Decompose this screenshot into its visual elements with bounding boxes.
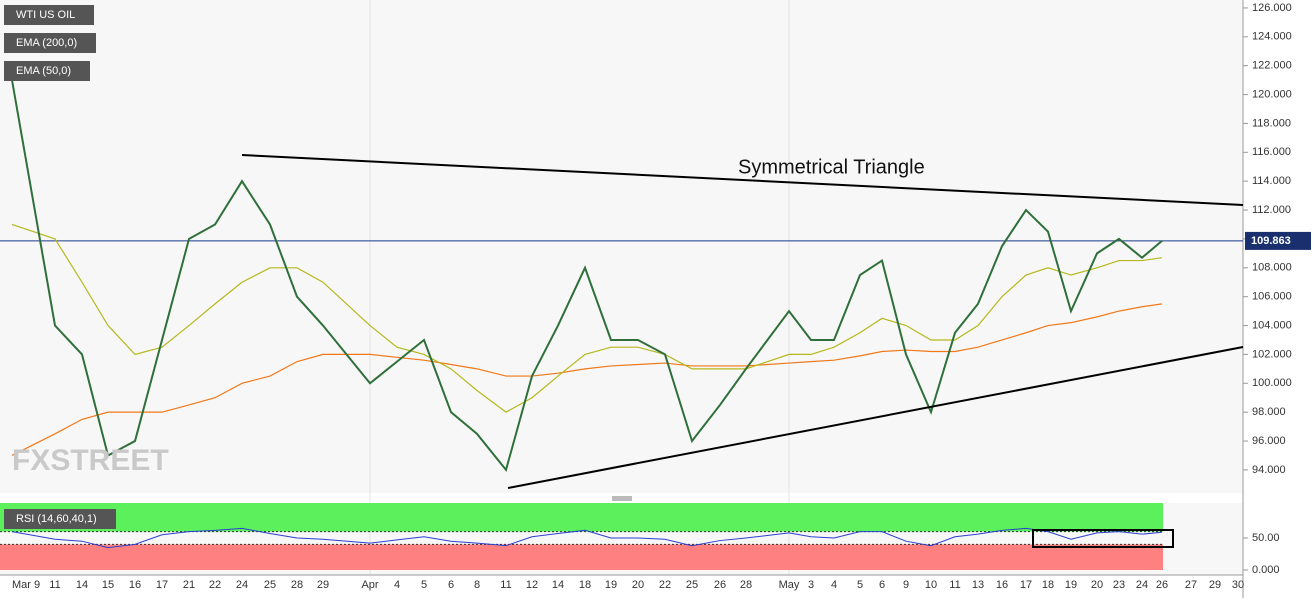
- x-tick-label: 4: [394, 579, 400, 591]
- series-line: [11, 79, 1163, 473]
- annotation: Symmetrical Triangle: [738, 156, 925, 178]
- x-tick-label: 11: [949, 579, 960, 591]
- y-tick-label: 106.000: [1252, 291, 1292, 303]
- x-tick-label: 11: [49, 579, 60, 591]
- rsi-lower-zone: [0, 544, 1163, 570]
- legend-label[interactable]: WTI US OIL: [16, 9, 75, 21]
- x-tick-label: 28: [291, 579, 303, 591]
- x-tick-label: 30: [1232, 579, 1244, 591]
- x-tick-label: 27: [1185, 579, 1197, 591]
- price-tag-label: 109.863: [1251, 235, 1291, 247]
- x-tick-label: Apr: [361, 579, 378, 591]
- x-tick-label: May: [779, 579, 800, 591]
- x-tick-label: 29: [317, 579, 329, 591]
- x-tick-label: 13: [972, 579, 984, 591]
- pane-handle[interactable]: [612, 496, 632, 501]
- x-tick-label: 11: [500, 579, 511, 591]
- triangle-lower: [507, 346, 1244, 489]
- price-tag: [1245, 231, 1311, 250]
- y-tick-label: 124.000: [1252, 31, 1292, 43]
- legend-box[interactable]: [4, 33, 96, 53]
- x-tick-label: 26: [714, 579, 726, 591]
- x-tick-label: 6: [879, 579, 885, 591]
- x-tick-label: 28: [740, 579, 752, 591]
- series-line: [11, 303, 1163, 457]
- y-tick-label: 108.000: [1252, 262, 1292, 274]
- y-tick-label: 98.000: [1252, 406, 1286, 418]
- rsi-tick-label: 0.000: [1252, 564, 1280, 576]
- y-tick-label: 122.000: [1252, 60, 1292, 72]
- legend-label[interactable]: EMA (200,0): [16, 37, 77, 49]
- x-tick-label: 10: [925, 579, 937, 591]
- y-tick-label: 112.000: [1252, 204, 1291, 216]
- watermark: FXSTREET: [12, 444, 169, 477]
- x-tick-label: 21: [183, 579, 195, 591]
- y-tick-label: 100.000: [1252, 377, 1292, 389]
- x-tick-label: 5: [857, 579, 863, 591]
- x-tick-label: 17: [1020, 579, 1032, 591]
- x-tick-label: 20: [632, 579, 644, 591]
- series-line: [11, 223, 1163, 413]
- series-line: [11, 527, 1163, 549]
- x-tick-label: 22: [209, 579, 221, 591]
- x-tick-label: 19: [605, 579, 617, 591]
- x-tick-label: 24: [236, 579, 248, 591]
- legend-label[interactable]: RSI (14,60,40,1): [16, 513, 97, 525]
- x-tick-label: Mar 9: [12, 579, 40, 591]
- y-tick-label: 102.000: [1252, 348, 1292, 360]
- x-tick-label: 4: [831, 579, 837, 591]
- y-tick-label: 104.000: [1252, 319, 1292, 331]
- legend-box[interactable]: [4, 509, 116, 529]
- x-tick-label: 22: [659, 579, 671, 591]
- highlight-box: [1032, 529, 1174, 548]
- x-tick-label: 20: [1091, 579, 1103, 591]
- x-tick-label: 16: [996, 579, 1008, 591]
- y-tick-label: 96.000: [1252, 435, 1286, 447]
- x-tick-label: 19: [1065, 579, 1077, 591]
- legend-label[interactable]: EMA (50,0): [16, 65, 71, 77]
- x-tick-label: 24: [1136, 579, 1148, 591]
- y-tick-label: 114.000: [1252, 175, 1291, 187]
- y-tick-label: 120.000: [1252, 88, 1292, 100]
- x-tick-label: 18: [579, 579, 591, 591]
- rsi-tick-label: 50.00: [1252, 532, 1280, 544]
- rsi-upper-zone: [0, 503, 1163, 532]
- x-tick-label: 25: [686, 579, 698, 591]
- y-tick-label: 116.000: [1252, 146, 1291, 158]
- x-tick-label: 23: [1113, 579, 1125, 591]
- x-tick-label: 17: [156, 579, 168, 591]
- x-tick-label: 16: [129, 579, 141, 591]
- x-tick-label: 3: [808, 579, 814, 591]
- x-tick-label: 29: [1209, 579, 1221, 591]
- rsi-layer: [0, 503, 1163, 570]
- x-tick-label: 6: [448, 579, 454, 591]
- y-tick-label: 126.000: [1252, 2, 1292, 14]
- x-tick-label: 9: [903, 579, 909, 591]
- x-tick-label: 18: [1042, 579, 1054, 591]
- x-tick-label: 12: [526, 579, 538, 591]
- y-tick-label: 94.000: [1252, 464, 1286, 476]
- x-tick-label: 14: [552, 579, 564, 591]
- x-tick-label: 15: [102, 579, 114, 591]
- legend-box[interactable]: [4, 61, 90, 81]
- x-tick-label: 5: [421, 579, 427, 591]
- x-tick-label: 14: [76, 579, 88, 591]
- x-tick-label: 8: [474, 579, 480, 591]
- x-tick-label: 26: [1156, 579, 1168, 591]
- main-layer: [0, 79, 1243, 473]
- x-tick-label: 25: [264, 579, 276, 591]
- triangle-upper: [241, 154, 1244, 206]
- plot-background: [0, 0, 1243, 493]
- y-tick-label: 118.000: [1252, 117, 1291, 129]
- legend-box[interactable]: [4, 5, 94, 25]
